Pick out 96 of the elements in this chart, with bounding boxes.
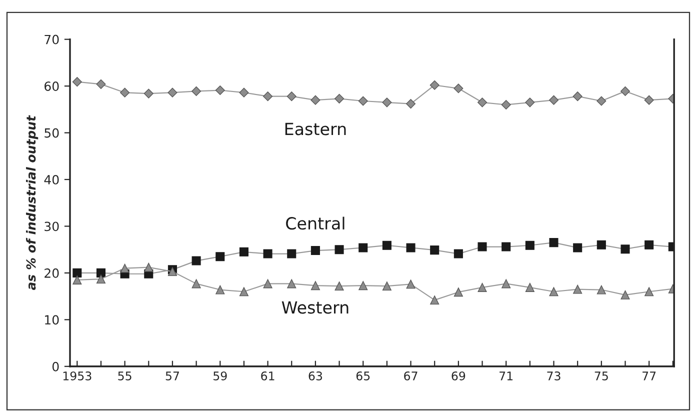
y-tick-label: 20 — [44, 268, 59, 278]
point — [239, 88, 249, 98]
point — [478, 282, 487, 292]
point — [72, 275, 82, 284]
point — [501, 100, 511, 110]
point — [263, 92, 273, 102]
y-tick-label: 40 — [44, 174, 59, 184]
point — [310, 246, 320, 256]
point — [549, 238, 558, 248]
point — [620, 244, 630, 254]
point — [192, 256, 201, 266]
point — [382, 240, 392, 250]
point — [454, 84, 464, 94]
point — [525, 282, 534, 292]
point — [644, 240, 654, 250]
point — [430, 80, 440, 90]
point — [502, 279, 511, 288]
x-tick-label: 71 — [500, 372, 513, 380]
x-tick-label: 65 — [356, 371, 370, 380]
point — [120, 88, 130, 98]
point — [144, 262, 154, 272]
point — [334, 245, 344, 254]
point — [310, 281, 320, 290]
point — [72, 77, 82, 87]
point — [406, 99, 416, 109]
x-tick-label: 69 — [452, 371, 466, 380]
point — [192, 279, 201, 288]
point — [310, 95, 320, 105]
point — [548, 95, 559, 105]
point — [572, 92, 582, 102]
y-tick-label: 30 — [44, 222, 59, 232]
y-tick-label: 60 — [44, 82, 59, 91]
point — [263, 249, 272, 258]
point — [96, 268, 106, 278]
point — [525, 240, 534, 250]
point — [286, 92, 296, 102]
point — [239, 247, 248, 256]
point — [596, 96, 606, 106]
point — [239, 287, 248, 296]
point — [549, 287, 558, 296]
series-label: Eastern — [285, 122, 346, 136]
series-label: Western — [282, 301, 348, 314]
point — [334, 282, 344, 291]
point — [287, 279, 296, 288]
point — [168, 88, 178, 98]
series-label: Central — [286, 216, 344, 230]
point — [382, 98, 392, 108]
x-tick-label: 59 — [214, 371, 227, 380]
point — [525, 98, 535, 108]
x-tick-label: 55 — [118, 372, 132, 380]
point — [430, 296, 440, 305]
point — [358, 243, 368, 252]
point — [216, 285, 225, 294]
point — [120, 264, 130, 273]
y-tick-label: 70 — [44, 34, 59, 44]
point — [620, 290, 630, 300]
point — [454, 288, 463, 297]
point — [144, 88, 154, 98]
point — [478, 242, 487, 252]
point — [596, 240, 606, 250]
y-tick-label: 50 — [44, 128, 59, 138]
point — [96, 79, 106, 89]
point — [620, 86, 630, 96]
point — [502, 242, 511, 252]
point — [406, 243, 416, 252]
point — [596, 285, 606, 294]
point — [477, 98, 488, 108]
point — [358, 96, 368, 106]
point — [287, 249, 296, 258]
point — [334, 94, 344, 104]
point — [454, 249, 463, 258]
x-tick-label: 75 — [594, 372, 608, 380]
y-axis-title: as % of industrial output — [26, 115, 38, 290]
y-tick-label: 10 — [45, 315, 59, 325]
y-tick-label: 0 — [52, 362, 59, 372]
point — [573, 284, 582, 294]
point — [644, 287, 654, 296]
point — [192, 86, 202, 96]
point — [406, 280, 416, 289]
point — [216, 252, 225, 262]
point — [573, 243, 582, 252]
point — [263, 279, 272, 288]
point — [644, 95, 654, 105]
x-tick-label: 73 — [547, 371, 560, 380]
point — [215, 85, 225, 96]
point — [430, 246, 440, 255]
point — [96, 274, 106, 284]
point — [72, 268, 82, 278]
point — [358, 281, 368, 290]
x-tick-label: 77 — [642, 372, 656, 380]
x-tick-label: 67 — [404, 371, 418, 380]
x-tick-label: 57 — [166, 372, 179, 380]
x-tick-label: 1953 — [63, 371, 92, 380]
x-tick-label: 61 — [261, 371, 274, 380]
point — [382, 282, 392, 291]
x-tick-label: 63 — [308, 371, 322, 380]
